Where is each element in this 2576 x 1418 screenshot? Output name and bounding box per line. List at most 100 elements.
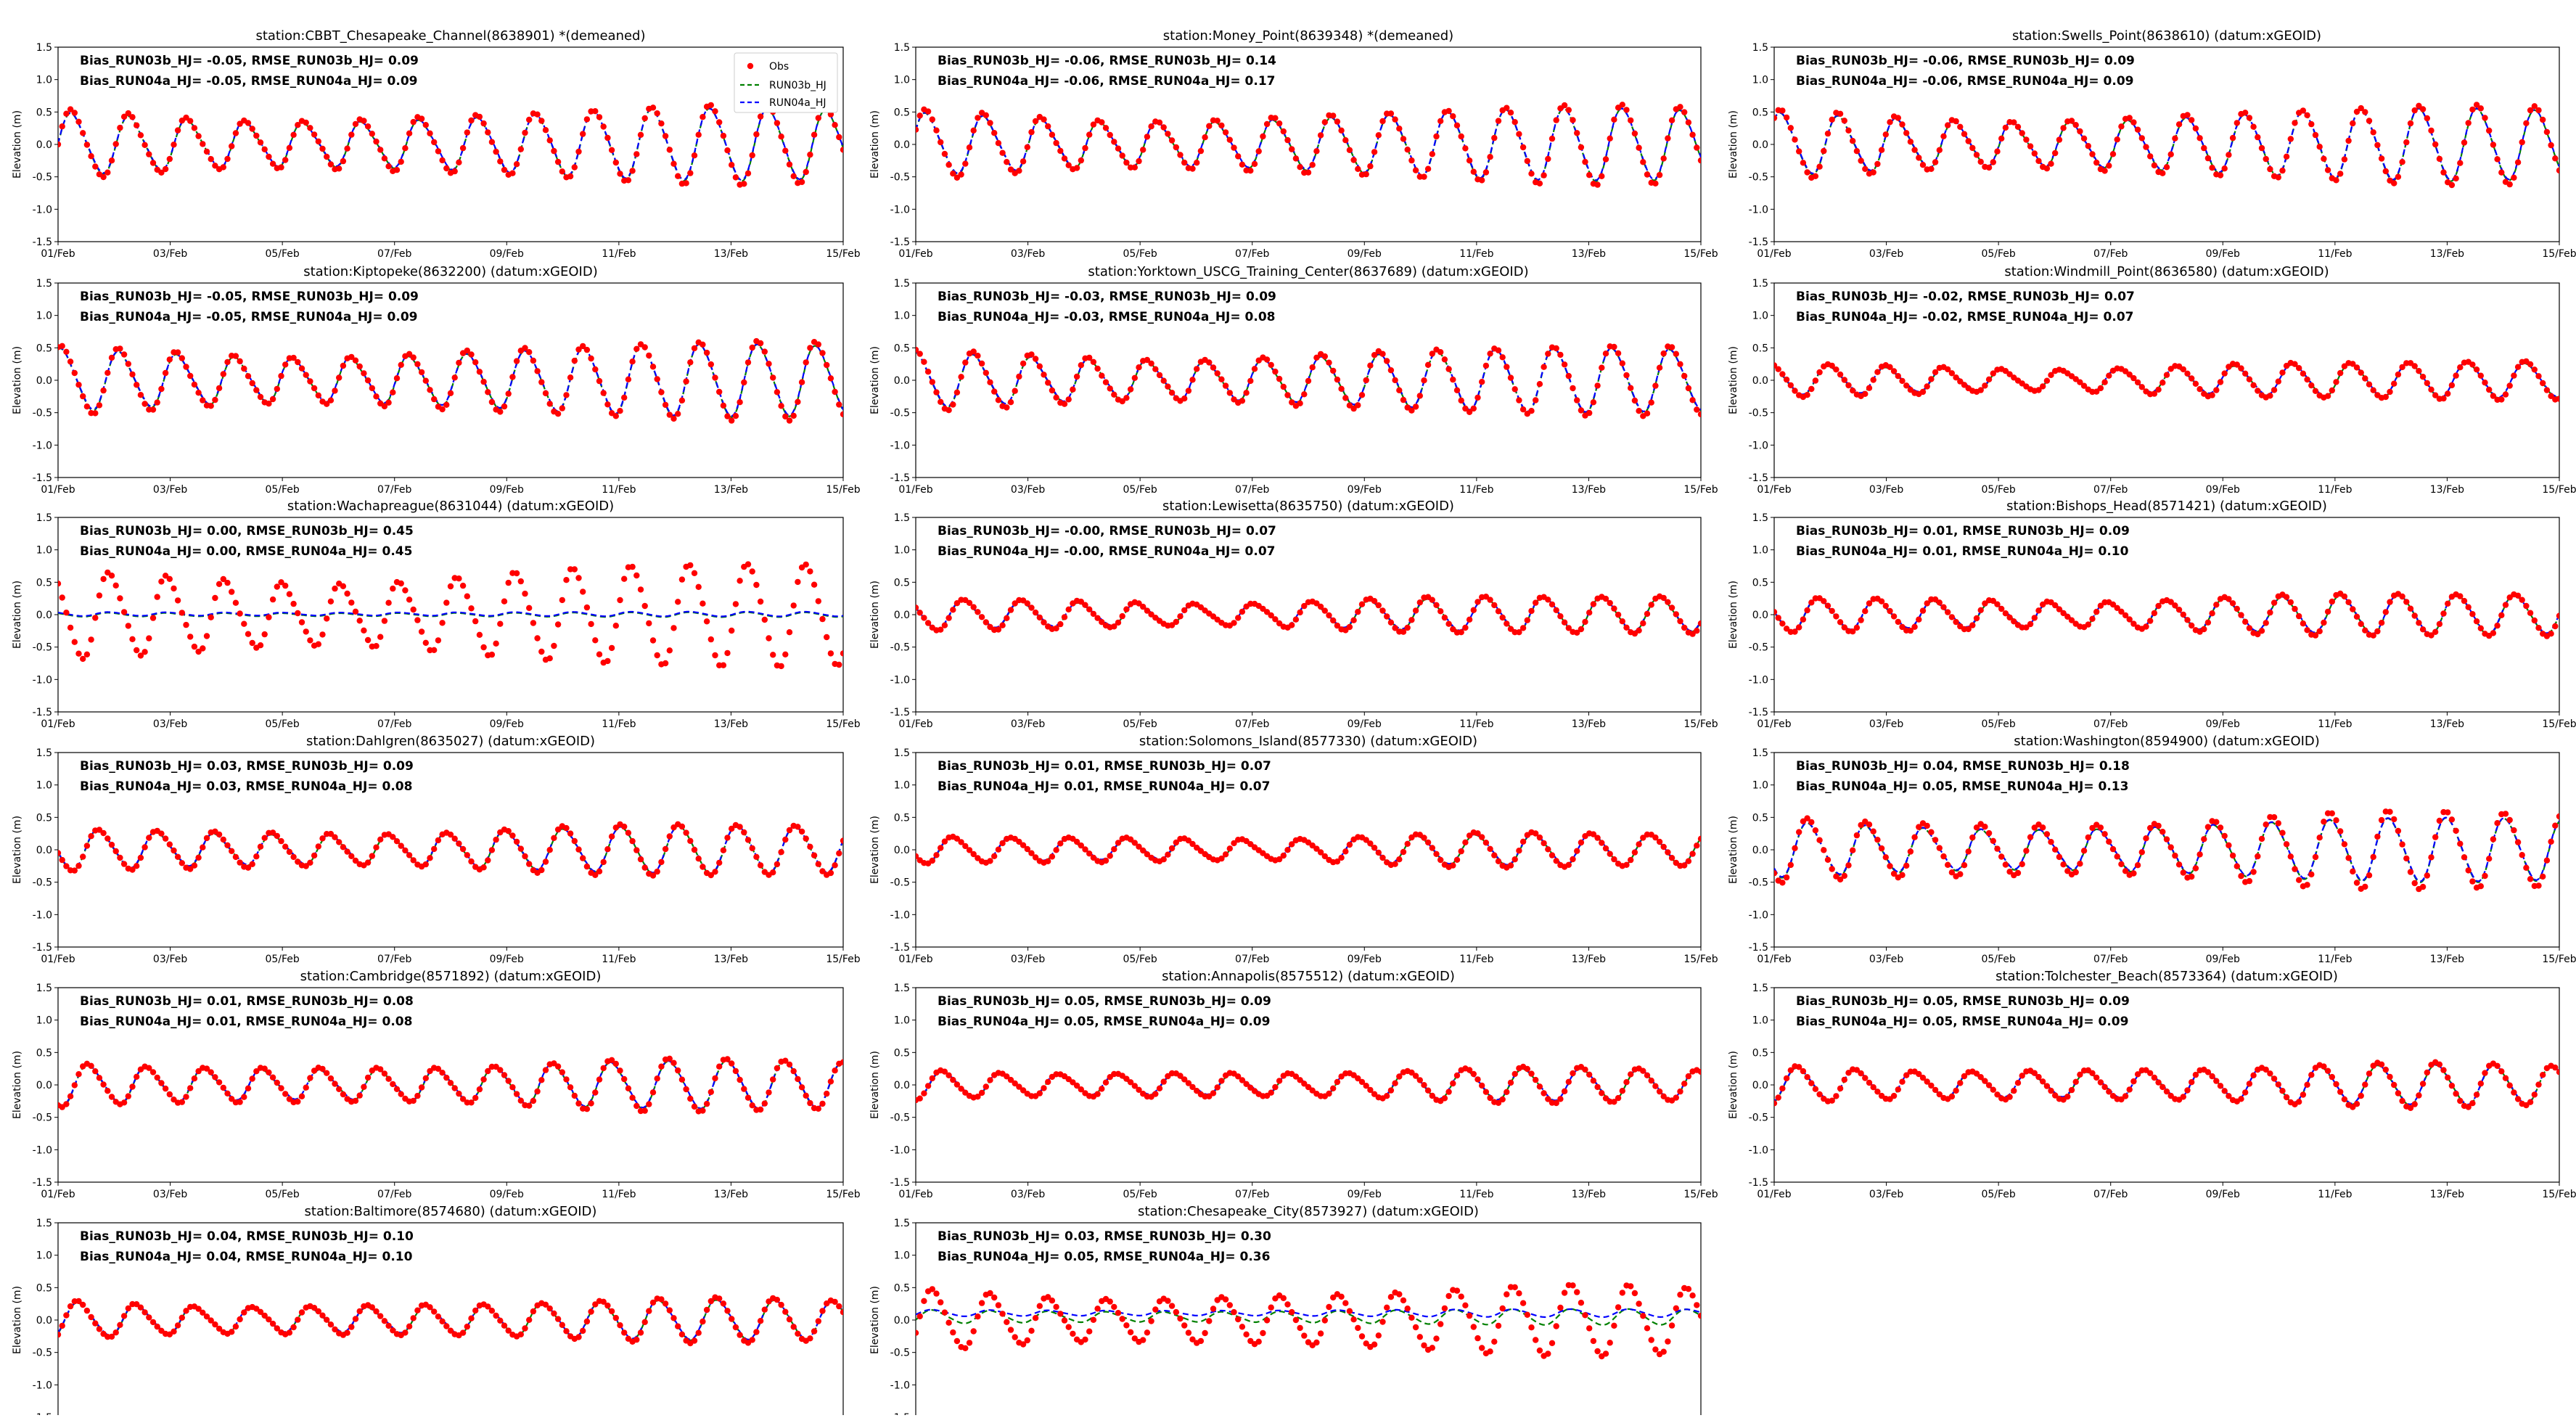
obs-point: [2287, 599, 2294, 606]
obs-point: [2535, 1081, 2542, 1088]
obs-point: [1197, 604, 1205, 610]
obs-point: [1358, 601, 1366, 607]
obs-point: [2391, 1081, 2397, 1089]
obs-point: [929, 857, 936, 864]
obs-point: [1445, 107, 1452, 115]
obs-point: [191, 862, 198, 869]
obs-point: [344, 848, 350, 855]
obs-point: [2114, 136, 2120, 143]
x-tick-label: 09/Feb: [2206, 1189, 2240, 1200]
y-tick-label: -0.5: [890, 408, 910, 419]
obs-point: [819, 868, 826, 874]
obs-point: [2457, 364, 2464, 371]
obs-point: [112, 1329, 119, 1336]
obs-point: [195, 133, 202, 139]
y-tick-label: 1.0: [1752, 1015, 1768, 1027]
obs-point: [1111, 391, 1117, 398]
obs-point: [625, 1085, 632, 1092]
obs-point: [1102, 379, 1109, 385]
obs-point: [336, 1086, 342, 1093]
obs-point: [798, 379, 805, 385]
x-tick-label: 15/Feb: [826, 248, 860, 260]
obs-point: [941, 838, 948, 845]
obs-point: [187, 372, 194, 380]
obs-point: [1837, 1085, 1844, 1092]
obs-point: [1007, 1076, 1014, 1083]
obs-point: [1127, 1329, 1134, 1336]
obs-point: [1416, 599, 1424, 606]
obs-point: [290, 600, 297, 607]
obs-point: [2226, 842, 2232, 849]
obs-point: [583, 1106, 591, 1112]
obs-point: [707, 1089, 714, 1096]
obs-point: [2279, 167, 2286, 174]
obs-point: [410, 606, 417, 613]
x-tick-label: 05/Feb: [1981, 1189, 2015, 1200]
obs-point: [1032, 118, 1039, 125]
obs-point: [1837, 876, 1844, 883]
obs-point: [315, 641, 321, 647]
obs-point: [2345, 137, 2352, 144]
obs-point: [1636, 841, 1642, 848]
obs-point: [216, 831, 223, 838]
obs-point: [414, 1092, 421, 1099]
obs-point: [916, 853, 919, 860]
obs-point: [1961, 382, 1968, 388]
obs-point: [447, 831, 454, 838]
obs-point: [108, 1333, 115, 1340]
obs-point: [332, 1081, 338, 1087]
obs-point: [2333, 1081, 2339, 1088]
y-axis-label: Elevation (m): [1728, 816, 1739, 884]
obs-point: [1016, 168, 1022, 174]
obs-point: [596, 651, 603, 657]
x-tick-label: 09/Feb: [490, 248, 524, 260]
obs-point: [1973, 152, 1980, 158]
obs-point: [203, 835, 210, 842]
obs-point: [1111, 1303, 1117, 1311]
obs-point: [493, 148, 499, 155]
obs-point: [1524, 1311, 1530, 1319]
obs-point: [71, 110, 78, 116]
x-tick-label: 03/Feb: [153, 954, 187, 965]
obs-point: [1536, 1347, 1543, 1354]
obs-point: [1173, 618, 1180, 626]
obs-point: [2308, 871, 2315, 878]
y-tick-label: 0.0: [36, 610, 52, 621]
obs-point: [1355, 1075, 1361, 1082]
obs-point: [2514, 1096, 2522, 1102]
obs-point: [2416, 620, 2422, 626]
obs-point: [1350, 1316, 1357, 1323]
obs-point: [716, 119, 723, 126]
obs-point: [2221, 165, 2228, 172]
obs-point: [2333, 177, 2339, 184]
obs-point: [1078, 362, 1085, 369]
obs-point: [766, 361, 772, 367]
obs-point: [1400, 628, 1407, 635]
obs-point: [2155, 386, 2162, 393]
obs-point: [1874, 1089, 1881, 1095]
x-tick-label: 15/Feb: [2542, 484, 2576, 496]
obs-point: [2428, 386, 2435, 393]
obs-point: [2395, 371, 2402, 378]
y-tick-label: 1.0: [1752, 545, 1768, 557]
panel-title: station:Swells_Point(8638610) (datum:xGE…: [2012, 28, 2321, 44]
obs-point: [1177, 613, 1184, 620]
obs-point: [1619, 102, 1625, 108]
obs-point: [1957, 123, 1964, 130]
obs-point: [137, 854, 144, 861]
obs-point: [1850, 628, 1856, 635]
obs-point: [1115, 1310, 1122, 1316]
obs-point: [924, 620, 932, 626]
obs-point: [580, 855, 586, 861]
obs-point: [1619, 618, 1625, 625]
obs-point: [1694, 1302, 1700, 1308]
stats-text: Bias_RUN04a_HJ= 0.00, RMSE_RUN04a_HJ= 0.…: [80, 544, 412, 559]
obs-point: [1317, 132, 1324, 139]
obs-point: [1222, 1296, 1229, 1303]
obs-point: [2548, 838, 2554, 845]
obs-point: [1928, 829, 1935, 835]
obs-point: [1619, 1088, 1625, 1094]
obs-point: [1313, 845, 1320, 852]
obs-point: [1919, 388, 1927, 396]
obs-point: [2514, 159, 2522, 165]
